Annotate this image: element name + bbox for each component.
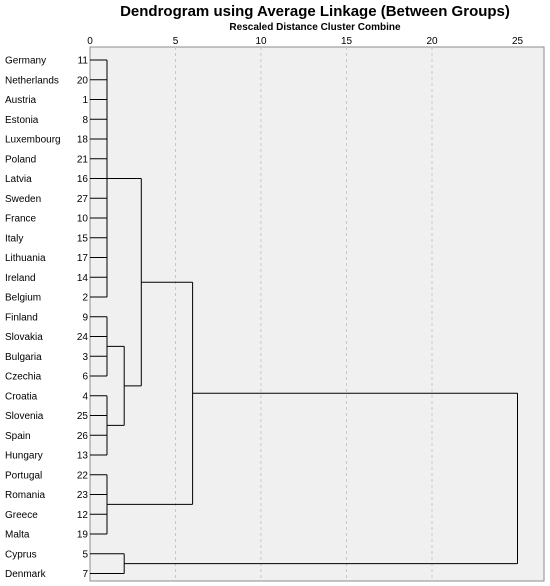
leaf-case-number: 25 — [77, 411, 89, 422]
x-tick-label: 20 — [426, 36, 438, 47]
leaf-case-number: 8 — [82, 115, 88, 126]
leaf-label: Spain — [5, 431, 31, 442]
leaf-case-number: 24 — [77, 332, 89, 343]
leaf-label: Bulgaria — [5, 352, 42, 363]
dendrogram-links — [90, 59, 518, 574]
leaf-label: Ireland — [5, 273, 36, 284]
leaf-case-number: 6 — [82, 372, 88, 383]
leaf-case-number: 1 — [82, 95, 88, 106]
x-tick-label: 10 — [255, 36, 267, 47]
leaf-case-number: 9 — [82, 312, 88, 323]
leaf-label: Germany — [5, 56, 46, 67]
leaf-case-number: 22 — [77, 470, 89, 481]
leaf-label: Finland — [5, 312, 38, 323]
leaf-label: Estonia — [5, 115, 39, 126]
leaf-label: Romania — [5, 490, 45, 501]
leaf-label: Croatia — [5, 391, 38, 402]
leaf-label: Austria — [5, 95, 37, 106]
plot-frame — [89, 46, 545, 582]
chart-title: Dendrogram using Average Linkage (Betwee… — [120, 3, 510, 20]
leaf-labels: Germany 11 Netherlands 20 Austria 1 Estonia 8 Lu… — [5, 56, 88, 581]
leaf-label: Lithuania — [5, 253, 46, 264]
leaf-case-number: 7 — [82, 569, 88, 580]
leaf-case-number: 2 — [82, 293, 88, 304]
x-axis-label: Rescaled Distance Cluster Combine — [229, 22, 401, 33]
leaf-label: Cyprus — [5, 549, 37, 560]
leaf-label: France — [5, 214, 37, 225]
leaf-case-number: 21 — [77, 154, 89, 165]
grid-lines — [175, 47, 433, 581]
leaf-label: Slovenia — [5, 411, 44, 422]
leaf-case-number: 11 — [78, 56, 89, 67]
x-tick-label: 0 — [87, 36, 93, 47]
leaf-case-number: 18 — [77, 135, 89, 146]
leaf-case-number: 15 — [77, 233, 89, 244]
leaf-label: Luxembourg — [5, 135, 61, 146]
leaf-label: Portugal — [5, 470, 42, 481]
leaf-case-number: 10 — [77, 214, 89, 225]
x-tick-label: 25 — [512, 36, 524, 47]
leaf-label: Malta — [5, 530, 30, 541]
leaf-label: Sweden — [5, 194, 41, 205]
leaf-case-number: 17 — [77, 253, 89, 264]
leaf-case-number: 20 — [77, 75, 89, 86]
leaf-case-number: 4 — [82, 391, 88, 402]
leaf-label: Slovakia — [5, 332, 43, 343]
leaf-label: Denmark — [5, 569, 47, 580]
leaf-label: Italy — [5, 233, 23, 244]
leaf-case-number: 16 — [77, 174, 89, 185]
leaf-label: Greece — [5, 510, 38, 521]
x-axis-ticks: 0 5 10 15 20 25 — [87, 36, 523, 47]
leaf-label: Hungary — [5, 451, 43, 462]
leaf-case-number: 19 — [77, 530, 89, 541]
leaf-case-number: 3 — [82, 352, 88, 363]
leaf-case-number: 13 — [77, 451, 89, 462]
leaf-label: Netherlands — [5, 75, 59, 86]
leaf-label: Czechia — [5, 372, 42, 383]
x-tick-label: 5 — [173, 36, 179, 47]
leaf-label: Belgium — [5, 293, 41, 304]
leaf-label: Latvia — [5, 174, 32, 185]
leaf-case-number: 26 — [77, 431, 89, 442]
leaf-case-number: 14 — [77, 273, 89, 284]
leaf-case-number: 23 — [77, 490, 89, 501]
x-tick-label: 15 — [341, 36, 353, 47]
leaf-case-number: 27 — [77, 194, 89, 205]
leaf-case-number: 12 — [77, 510, 89, 521]
leaf-case-number: 5 — [82, 549, 88, 560]
leaf-label: Poland — [5, 154, 36, 165]
